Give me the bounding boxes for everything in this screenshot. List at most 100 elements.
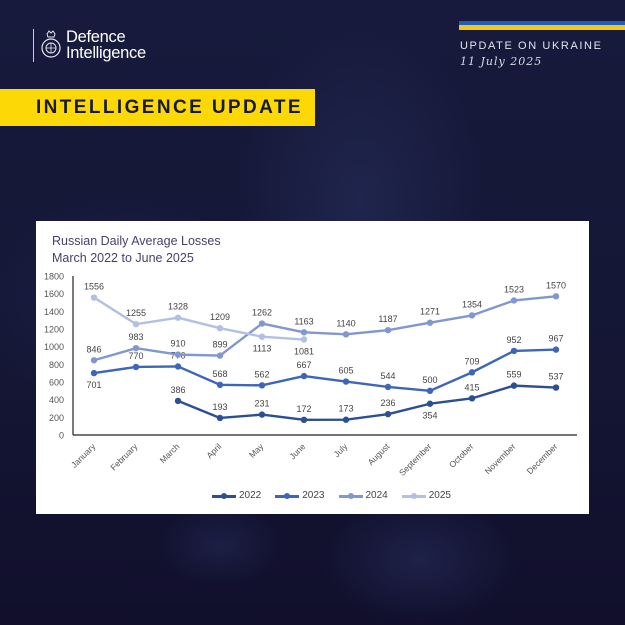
data-point-2022 bbox=[258, 411, 266, 418]
data-point-2022 bbox=[384, 410, 392, 418]
series-line-2024 bbox=[93, 295, 557, 362]
x-tick-label: December bbox=[525, 441, 560, 476]
data-label-2023: 770 bbox=[128, 351, 143, 361]
update-label: UPDATE ON UKRAINE bbox=[460, 40, 603, 52]
data-point-2023 bbox=[216, 381, 224, 389]
data-point-2025 bbox=[216, 325, 224, 332]
legend-item-2022: 2022 bbox=[212, 490, 261, 501]
x-tick-label: July bbox=[332, 441, 350, 459]
data-point-2024 bbox=[174, 351, 182, 358]
data-point-2022 bbox=[552, 384, 560, 391]
data-label-2024: 983 bbox=[128, 332, 143, 342]
data-label-2024: 1187 bbox=[378, 314, 397, 324]
data-label-2022: 354 bbox=[422, 411, 437, 421]
y-tick-label: 1000 bbox=[44, 342, 64, 352]
data-point-2024 bbox=[132, 344, 140, 352]
data-point-2024 bbox=[216, 352, 224, 359]
data-point-2022 bbox=[426, 400, 434, 407]
data-label-2023: 544 bbox=[380, 371, 395, 381]
legend-swatch-icon bbox=[338, 491, 363, 501]
x-tick-label: August bbox=[366, 441, 392, 467]
data-label-2024: 899 bbox=[212, 340, 227, 350]
data-label-2022: 173 bbox=[338, 404, 353, 414]
data-point-2023 bbox=[300, 372, 308, 380]
data-label-2023: 701 bbox=[86, 380, 101, 390]
data-label-2024: 910 bbox=[170, 339, 185, 349]
data-point-2025 bbox=[300, 336, 308, 343]
data-label-2024: 1271 bbox=[420, 307, 440, 317]
data-point-2024 bbox=[384, 326, 392, 334]
data-point-2024 bbox=[300, 329, 308, 336]
legend-label: 2022 bbox=[239, 490, 262, 501]
data-point-2024 bbox=[552, 293, 560, 300]
ukraine-flag-stripe bbox=[459, 21, 625, 30]
update-date: 11 July 2025 bbox=[460, 55, 543, 68]
data-label-2022: 172 bbox=[296, 404, 311, 414]
legend-label: 2023 bbox=[302, 490, 325, 501]
data-label-2023: 500 bbox=[422, 375, 437, 385]
logo-divider bbox=[33, 28, 34, 62]
data-point-2023 bbox=[552, 346, 560, 353]
data-point-2025 bbox=[258, 333, 266, 340]
data-label-2025: 1081 bbox=[294, 347, 314, 357]
x-tick-label: September bbox=[397, 441, 434, 478]
data-point-2022 bbox=[342, 416, 350, 423]
series-line-2022 bbox=[177, 384, 557, 422]
data-point-2023 bbox=[132, 363, 140, 371]
data-label-2023: 667 bbox=[296, 360, 311, 370]
chart-legend: 2022 2023 2024 2025 bbox=[212, 490, 451, 501]
data-label-2022: 559 bbox=[506, 370, 521, 380]
data-point-2022 bbox=[468, 395, 476, 402]
line-chart: 0 200 400 600 800 1000 1200 1400 1600 1800 January… bbox=[44, 272, 577, 478]
data-label-2023: 952 bbox=[506, 335, 521, 345]
data-label-2022: 193 bbox=[212, 402, 227, 412]
chart-subtitle: March 2022 to June 2025 bbox=[52, 251, 194, 265]
x-tick-label: February bbox=[108, 441, 140, 473]
data-label-2023: 568 bbox=[212, 369, 227, 379]
x-tick-label: May bbox=[247, 441, 266, 460]
y-tick-label: 600 bbox=[49, 378, 64, 388]
data-label-2024: 846 bbox=[86, 344, 101, 354]
data-label-2023: 562 bbox=[254, 369, 269, 379]
chart-card: Russian Daily Average Losses March 2022 … bbox=[36, 221, 589, 514]
legend-label: 2025 bbox=[428, 490, 451, 501]
series-line-2025 bbox=[93, 296, 305, 341]
data-point-2024 bbox=[258, 320, 266, 327]
legend-item-2023: 2023 bbox=[275, 490, 325, 501]
data-point-2024 bbox=[426, 319, 434, 326]
data-point-2022 bbox=[510, 382, 518, 389]
data-label-2023: 709 bbox=[464, 356, 479, 366]
data-label-2022: 537 bbox=[548, 372, 563, 382]
data-label-2023: 967 bbox=[548, 334, 563, 344]
y-tick-label: 1200 bbox=[44, 325, 64, 335]
data-point-2022 bbox=[174, 397, 182, 405]
data-label-2025: 1255 bbox=[126, 308, 146, 318]
data-label-2022: 231 bbox=[254, 399, 269, 409]
y-tick-label: 400 bbox=[49, 395, 64, 405]
data-point-2023 bbox=[468, 369, 476, 376]
intelligence-update-banner: INTELLIGENCE UPDATE bbox=[0, 89, 315, 126]
data-label-2025: 1556 bbox=[84, 282, 104, 292]
data-point-2023 bbox=[90, 369, 98, 377]
x-tick-label: June bbox=[287, 441, 307, 461]
data-point-2023 bbox=[426, 387, 434, 395]
legend-label: 2024 bbox=[365, 490, 388, 501]
crest-icon bbox=[41, 30, 61, 58]
x-tick-label: April bbox=[204, 441, 223, 460]
data-label-2024: 1570 bbox=[546, 280, 566, 290]
legend-item-2024: 2024 bbox=[338, 490, 388, 501]
legend-swatch-icon bbox=[212, 491, 236, 501]
data-point-2022 bbox=[216, 414, 224, 422]
defence-intelligence-logo: Defence Intelligence bbox=[33, 27, 146, 63]
data-point-2025 bbox=[132, 320, 140, 328]
org-name-line2: Intelligence bbox=[66, 44, 146, 62]
data-point-2024 bbox=[510, 297, 518, 304]
banner-text: INTELLIGENCE UPDATE bbox=[36, 96, 303, 118]
data-point-2024 bbox=[90, 357, 98, 364]
legend-swatch-icon bbox=[401, 491, 426, 501]
legend-swatch-icon bbox=[275, 491, 300, 501]
data-point-2022 bbox=[300, 416, 308, 424]
data-point-2023 bbox=[174, 363, 182, 370]
data-label-2024: 1163 bbox=[294, 316, 313, 326]
legend-item-2025: 2025 bbox=[401, 490, 451, 501]
